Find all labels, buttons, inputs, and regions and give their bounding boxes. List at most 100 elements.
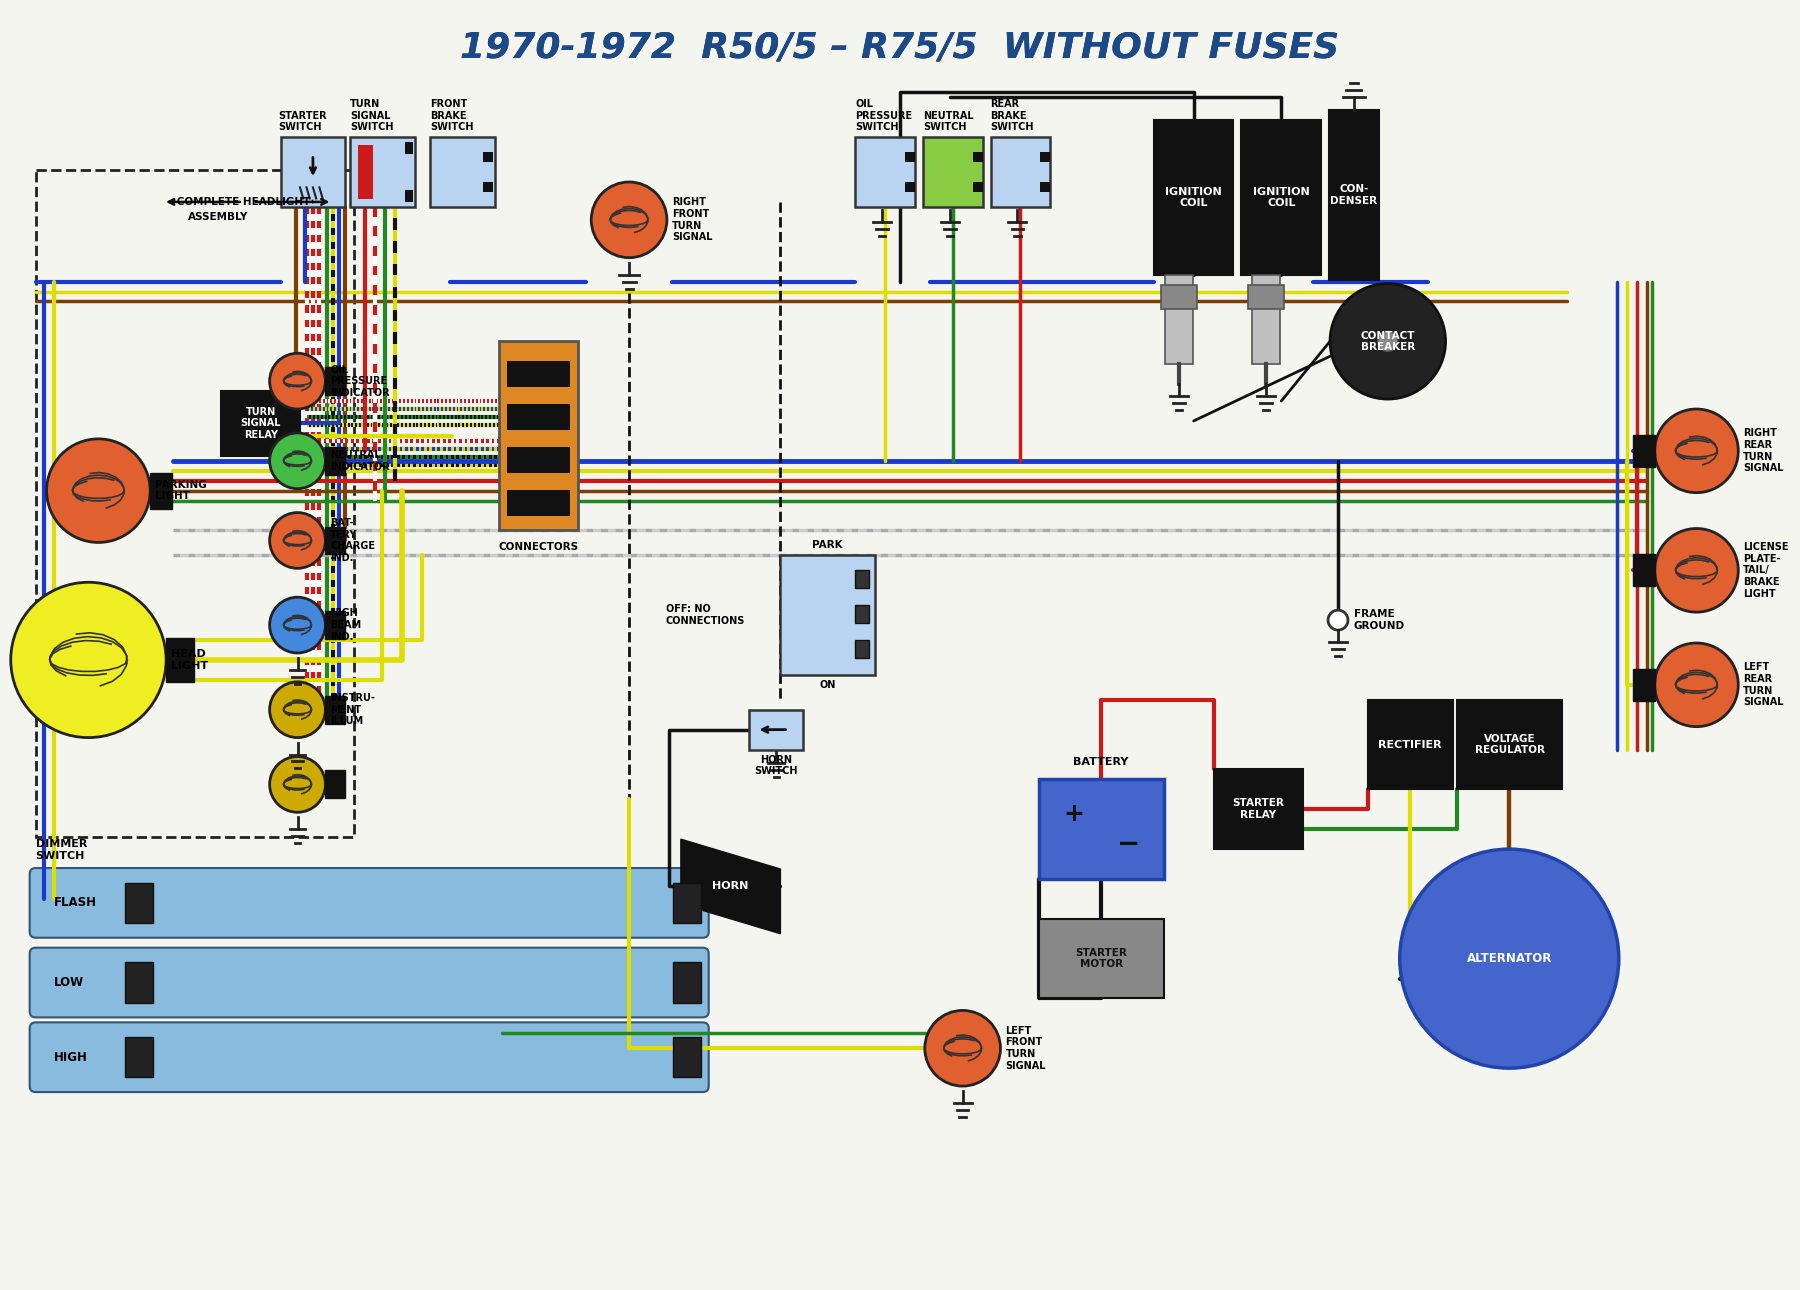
- Text: REAR
BRAKE
SWITCH: REAR BRAKE SWITCH: [990, 99, 1033, 132]
- Text: +: +: [1064, 802, 1085, 827]
- Bar: [905, 182, 914, 192]
- Circle shape: [925, 1010, 1001, 1086]
- Bar: [855, 640, 869, 658]
- Text: HEAD
LIGHT: HEAD LIGHT: [171, 649, 209, 671]
- Bar: [673, 882, 700, 924]
- Bar: [126, 882, 153, 924]
- Text: RIGHT
REAR
TURN
SIGNAL: RIGHT REAR TURN SIGNAL: [1742, 428, 1784, 473]
- Bar: [149, 472, 173, 508]
- Text: →COMPLETE HEADLIGHT←: →COMPLETE HEADLIGHT←: [167, 197, 319, 206]
- Text: HIGH
BEAM
IND.: HIGH BEAM IND.: [331, 609, 362, 641]
- Bar: [506, 490, 571, 516]
- Bar: [855, 570, 869, 588]
- Bar: [326, 368, 346, 395]
- FancyBboxPatch shape: [29, 868, 709, 938]
- Bar: [358, 146, 373, 199]
- Text: OIL
PRESSURE
INDICATOR: OIL PRESSURE INDICATOR: [331, 365, 391, 397]
- Bar: [405, 142, 412, 154]
- Text: −: −: [1118, 831, 1141, 858]
- Bar: [126, 1037, 153, 1077]
- Text: INSTRU-
MENT
ILLUM: INSTRU- MENT ILLUM: [331, 693, 374, 726]
- Bar: [972, 152, 983, 163]
- Text: ASSEMBLY: ASSEMBLY: [187, 212, 248, 222]
- Bar: [1213, 769, 1303, 849]
- Text: STARTER
MOTOR: STARTER MOTOR: [1076, 948, 1127, 970]
- Bar: [673, 1037, 700, 1077]
- Circle shape: [1330, 284, 1445, 399]
- Bar: [326, 770, 346, 799]
- Text: OFF: NO
CONNECTIONS: OFF: NO CONNECTIONS: [666, 604, 745, 626]
- Circle shape: [270, 512, 326, 569]
- Bar: [749, 710, 803, 749]
- Text: PARKING
LIGHT: PARKING LIGHT: [155, 480, 207, 502]
- Circle shape: [1400, 849, 1618, 1068]
- Text: OIL
PRESSURE
SWITCH: OIL PRESSURE SWITCH: [855, 99, 913, 132]
- Bar: [1242, 120, 1321, 275]
- Bar: [905, 152, 914, 163]
- Bar: [351, 137, 416, 206]
- Bar: [1039, 779, 1165, 878]
- Text: RECTIFIER: RECTIFIER: [1379, 739, 1442, 749]
- Bar: [1458, 699, 1562, 789]
- Bar: [36, 170, 355, 837]
- Text: CON-
DENSER: CON- DENSER: [1330, 184, 1377, 205]
- Bar: [405, 190, 412, 203]
- Text: VOLTAGE
REGULATOR: VOLTAGE REGULATOR: [1474, 734, 1544, 756]
- Circle shape: [270, 597, 326, 653]
- Bar: [326, 526, 346, 555]
- Circle shape: [47, 439, 149, 542]
- Text: FRAME
GROUND: FRAME GROUND: [1354, 609, 1406, 631]
- Bar: [1040, 152, 1049, 163]
- Text: FRONT
BRAKE
SWITCH: FRONT BRAKE SWITCH: [430, 99, 473, 132]
- Circle shape: [270, 756, 326, 813]
- Circle shape: [590, 182, 668, 258]
- Text: HORN: HORN: [713, 881, 749, 891]
- Text: IGNITION
COIL: IGNITION COIL: [1165, 187, 1222, 208]
- Bar: [326, 611, 346, 639]
- Text: STARTER
SWITCH: STARTER SWITCH: [279, 111, 328, 132]
- Bar: [1040, 182, 1049, 192]
- Circle shape: [1654, 529, 1739, 613]
- Bar: [221, 391, 301, 455]
- Circle shape: [1377, 332, 1399, 351]
- Text: LEFT
FRONT
TURN
SIGNAL: LEFT FRONT TURN SIGNAL: [1006, 1026, 1046, 1071]
- Bar: [1253, 275, 1280, 364]
- Bar: [430, 137, 495, 206]
- Text: LOW: LOW: [54, 977, 83, 989]
- Circle shape: [270, 353, 326, 409]
- Bar: [972, 182, 983, 192]
- Bar: [506, 404, 571, 430]
- Bar: [326, 446, 346, 475]
- Text: HIGH: HIGH: [54, 1051, 88, 1064]
- Text: BATTERY: BATTERY: [1073, 757, 1129, 768]
- Bar: [482, 152, 493, 163]
- Text: TURN
SIGNAL
SWITCH: TURN SIGNAL SWITCH: [351, 99, 394, 132]
- Text: LICENSE
PLATE-
TAIL/
BRAKE
LIGHT: LICENSE PLATE- TAIL/ BRAKE LIGHT: [1742, 542, 1789, 599]
- Bar: [1161, 285, 1197, 310]
- Bar: [1633, 670, 1654, 700]
- Text: ALTERNATOR: ALTERNATOR: [1467, 952, 1552, 965]
- Circle shape: [270, 433, 326, 489]
- Bar: [126, 962, 153, 1002]
- Bar: [1039, 918, 1165, 998]
- Text: LEFT
REAR
TURN
SIGNAL: LEFT REAR TURN SIGNAL: [1742, 663, 1784, 707]
- FancyBboxPatch shape: [29, 948, 709, 1018]
- Circle shape: [270, 682, 326, 738]
- Polygon shape: [680, 840, 781, 934]
- Text: FLASH: FLASH: [54, 897, 97, 909]
- Bar: [1368, 699, 1453, 789]
- Bar: [1249, 285, 1283, 310]
- Text: CONTACT
BREAKER: CONTACT BREAKER: [1361, 330, 1415, 352]
- Text: NEUTRAL
SWITCH: NEUTRAL SWITCH: [923, 111, 974, 132]
- Text: BAT-
TERY
CHARGE
IND.: BAT- TERY CHARGE IND.: [331, 519, 376, 562]
- Text: IGNITION
COIL: IGNITION COIL: [1253, 187, 1310, 208]
- Text: 1970-1972  R50/5 – R75/5  WITHOUT FUSES: 1970-1972 R50/5 – R75/5 WITHOUT FUSES: [461, 31, 1339, 64]
- Circle shape: [1654, 642, 1739, 726]
- Bar: [281, 137, 346, 206]
- Bar: [499, 342, 578, 530]
- Bar: [1165, 275, 1193, 364]
- Bar: [855, 137, 914, 206]
- Bar: [923, 137, 983, 206]
- Text: CONNECTORS: CONNECTORS: [499, 542, 578, 552]
- Bar: [990, 137, 1049, 206]
